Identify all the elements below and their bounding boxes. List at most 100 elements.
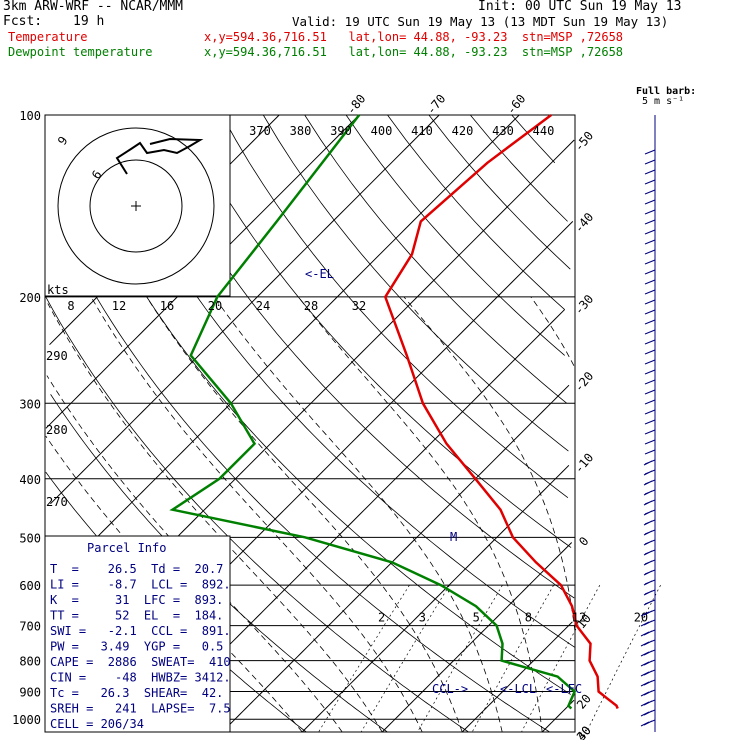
mixing-ratio-line [521, 585, 601, 733]
mixing-ratio-label: 8 [525, 611, 532, 625]
hodo-speed-tick: 16 [160, 299, 174, 313]
theta-label: 370 [249, 124, 271, 138]
pressure-label: 100 [19, 109, 41, 123]
wind-barb [640, 679, 656, 687]
moist-adiabat-line [46, 375, 343, 733]
temperature-tick-label: -80 [344, 92, 369, 118]
mixing-ratio-label: 2 [378, 611, 385, 625]
model-title: 3km ARW-WRF -- NCAR/MMM [3, 0, 184, 14]
wind-barb [643, 479, 656, 486]
theta-label: 410 [411, 124, 433, 138]
wind-barb [644, 399, 656, 405]
wind-barb [644, 339, 656, 345]
wind-barb [644, 439, 656, 445]
temperature-series-line [383, 113, 619, 709]
barb-legend-title: Full barb: [636, 86, 696, 97]
wind-barb [640, 699, 656, 707]
temperature-tick-label: -60 [504, 92, 529, 118]
wind-barb [644, 279, 656, 285]
wind-barb [643, 499, 656, 506]
wind-barb [643, 569, 656, 576]
dewpoint-legend-info: x,y=594.36,716.51 lat,lon= 44.88, -93.23… [204, 45, 624, 59]
theta-left-label: 280 [46, 423, 68, 437]
barb-legend-units: 5 m s⁻¹ [642, 96, 684, 107]
wind-barb [644, 429, 656, 435]
temperature-tick-label: 0 [576, 534, 591, 549]
wind-barb [640, 719, 656, 727]
wind-barb [643, 509, 656, 516]
wind-barb [640, 659, 656, 667]
wind-barb [640, 619, 656, 627]
parcel-info-row: CIN = -48 HWBZ= 3412. [50, 671, 231, 685]
wind-barb [640, 649, 656, 657]
wind-barb [644, 379, 656, 385]
hodograph-ring-inner [89, 159, 183, 253]
theta-label: 430 [492, 124, 514, 138]
temperature-tick-label: -70 [424, 92, 449, 118]
dry-adiabat-line [469, 114, 568, 222]
storm-motion-marker: M [450, 530, 457, 544]
dry-adiabat-line [45, 296, 469, 733]
theta-label: 420 [452, 124, 474, 138]
wind-barb [640, 689, 656, 697]
wind-barb [643, 559, 656, 566]
hodograph-center-mark [131, 201, 141, 211]
dry-adiabat-line [345, 114, 565, 356]
parcel-info-row: K = 31 LFC = 893. [50, 593, 223, 607]
hodo-speed-tick: 32 [352, 299, 366, 313]
dewpoint-legend-label: Dewpoint temperature [8, 45, 153, 59]
parcel-info-row: Tc = 26.3 SHEAR= 42. [50, 686, 223, 700]
temperature-legend-info: x,y=594.36,716.51 lat,lon= 44.88, -93.23… [204, 30, 624, 44]
parcel-info-row: CAPE = 2886 SWEAT= 410 [50, 655, 231, 669]
hodo-speed-tick: 24 [256, 299, 270, 313]
temperature-legend-label: Temperature [8, 30, 88, 44]
wind-barb [644, 149, 656, 155]
hodo-speed-tick: 28 [304, 299, 318, 313]
dry-adiabat-line [221, 114, 569, 499]
wind-barb [643, 519, 656, 526]
mixing-ratio-line [586, 585, 661, 733]
wind-barb [644, 209, 656, 215]
temperature-tick-label: 40 [574, 723, 594, 740]
forecast-label: Fcst: [3, 14, 43, 29]
wind-barb [644, 419, 656, 425]
moist-adiabat-line [213, 296, 503, 733]
ccl-annotation: CCL-> [432, 682, 468, 696]
isotherm-line [45, 114, 360, 429]
hodograph-ring-outer [57, 127, 215, 285]
wind-barb [644, 239, 656, 245]
wind-barb [644, 159, 656, 165]
wind-barb [644, 309, 656, 315]
dry-adiabat-line [428, 114, 571, 270]
pressure-label: 500 [19, 531, 41, 545]
wind-barb [640, 639, 656, 647]
wind-barb [640, 669, 656, 677]
parcel-info-title: Parcel Info [87, 541, 166, 555]
mixing-ratio-label: 12 [572, 611, 586, 625]
pressure-label: 400 [19, 473, 41, 487]
dry-adiabat-line [262, 114, 569, 452]
isotherm-line [301, 464, 570, 733]
mixing-ratio-line [360, 585, 450, 733]
moist-adiabat-line [90, 296, 423, 733]
wind-barb [644, 199, 656, 205]
theta-label: 380 [290, 124, 312, 138]
wind-barb [644, 369, 656, 375]
mixing-ratio-label: 5 [473, 611, 480, 625]
hodo-speed-tick: 12 [112, 299, 126, 313]
plot-frame [44, 114, 576, 733]
theta-left-label: 270 [46, 495, 68, 509]
wind-barb [644, 289, 656, 295]
mixing-ratio-line [318, 585, 410, 733]
parcel-info-row: CELL = 206/34 [50, 717, 144, 731]
dry-adiabat-line [511, 114, 556, 164]
pressure-label: 200 [19, 291, 41, 305]
parcel-info-row: SREH = 241 LAPSE= 7.5 [50, 702, 231, 716]
dry-adiabat-line [97, 114, 575, 648]
mixing-ratio-lines [318, 585, 661, 733]
wind-barb [644, 449, 656, 455]
theta-label: 400 [371, 124, 393, 138]
wind-barb [644, 219, 656, 225]
